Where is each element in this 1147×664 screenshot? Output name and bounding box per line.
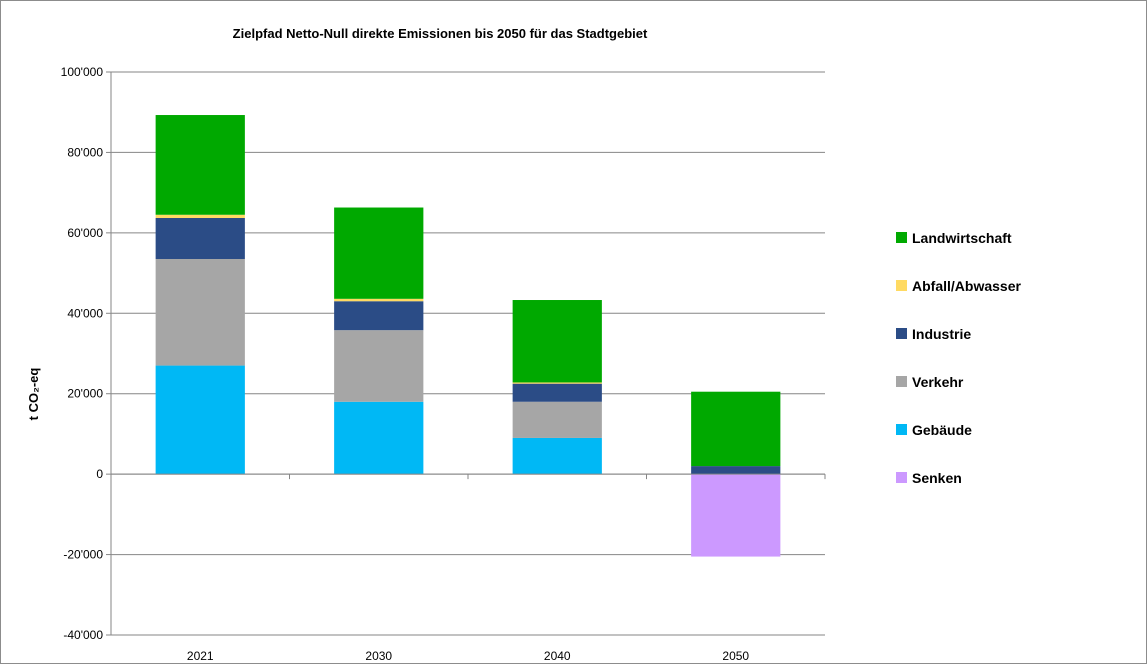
y-tick-label: 60'000: [67, 226, 103, 240]
legend-label-verkehr: Verkehr: [912, 374, 964, 390]
axes: [106, 71, 826, 636]
legend-label-industrie: Industrie: [912, 326, 971, 342]
y-tick-label: 0: [96, 467, 103, 481]
y-tick-labels: -40'000 -20'000 0 20'000 40'000 60'000 80'000 1…: [61, 65, 104, 642]
legend-label-senken: Senken: [912, 470, 962, 486]
legend-swatch-senken: [896, 472, 907, 483]
x-tick-label: 2021: [187, 649, 214, 663]
bar-industrie-2030: [334, 301, 424, 331]
legend-swatch-industrie: [896, 328, 907, 339]
bar-landwirtschaft-2021: [155, 115, 245, 215]
legend-label-gebaeude: Gebäude: [912, 422, 972, 438]
bar-abfall-abwasser-2021: [155, 214, 245, 218]
legend-swatch-abfall-abwasser: [896, 280, 907, 291]
bar-abfall-abwasser-2030: [334, 298, 424, 302]
bar-abfall-abwasser-2040: [512, 382, 602, 384]
y-axis-label: t CO₂-eq: [26, 368, 41, 421]
legend-label-landwirtschaft: Landwirtschaft: [912, 230, 1012, 246]
legend-label-abfall-abwasser: Abfall/Abwasser: [912, 278, 1021, 294]
y-tick-label: -20'000: [63, 548, 103, 562]
chart-title: Zielpfad Netto-Null direkte Emissionen b…: [233, 26, 648, 41]
bar-industrie-2040: [512, 383, 602, 402]
y-tick-label: 100'000: [61, 65, 104, 79]
bar-industrie-2050: [691, 466, 781, 475]
bar-landwirtschaft-2040: [512, 300, 602, 383]
bar-landwirtschaft-2030: [334, 207, 424, 299]
x-tick-labels: 2021 2030 2040 2050: [187, 649, 750, 663]
y-tick-label: 20'000: [67, 387, 103, 401]
x-tick-label: 2040: [544, 649, 571, 663]
bar-verkehr-2021: [155, 258, 245, 366]
bars: [155, 115, 781, 557]
legend: Landwirtschaft Abfall/Abwasser Industrie Ve…: [896, 230, 1021, 486]
bar-industrie-2021: [155, 217, 245, 259]
x-tick-label: 2030: [365, 649, 392, 663]
bar-senken-2050: [691, 474, 781, 557]
bar-verkehr-2040: [512, 401, 602, 438]
legend-swatch-verkehr: [896, 376, 907, 387]
bar-verkehr-2030: [334, 330, 424, 402]
x-tick-label: 2050: [722, 649, 749, 663]
y-tick-label: -40'000: [63, 628, 103, 642]
y-tick-label: 40'000: [67, 306, 103, 320]
y-tick-label: 80'000: [67, 145, 103, 159]
bar-gebaeude-2021: [155, 365, 245, 475]
bar-landwirtschaft-2050: [691, 391, 781, 467]
legend-swatch-gebaeude: [896, 424, 907, 435]
bar-gebaeude-2040: [512, 437, 602, 475]
bar-gebaeude-2030: [334, 401, 424, 475]
legend-swatch-landwirtschaft: [896, 232, 907, 243]
